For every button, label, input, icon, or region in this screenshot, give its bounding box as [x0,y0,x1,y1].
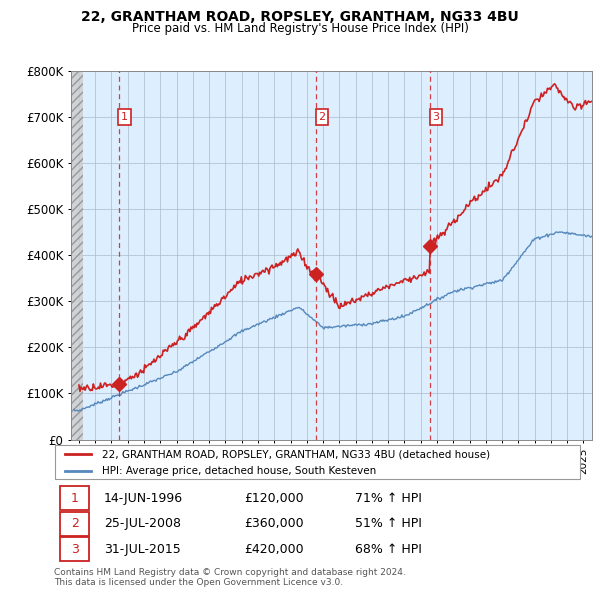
Text: 3: 3 [71,543,79,556]
Text: 22, GRANTHAM ROAD, ROPSLEY, GRANTHAM, NG33 4BU (detached house): 22, GRANTHAM ROAD, ROPSLEY, GRANTHAM, NG… [101,449,490,459]
Text: 2: 2 [71,517,79,530]
Text: 31-JUL-2015: 31-JUL-2015 [104,543,181,556]
Text: 22, GRANTHAM ROAD, ROPSLEY, GRANTHAM, NG33 4BU: 22, GRANTHAM ROAD, ROPSLEY, GRANTHAM, NG… [81,10,519,24]
Text: HPI: Average price, detached house, South Kesteven: HPI: Average price, detached house, Sout… [101,466,376,476]
Text: 68% ↑ HPI: 68% ↑ HPI [355,543,422,556]
Bar [71,71,83,440]
Text: 1: 1 [71,491,79,504]
Text: 2: 2 [319,112,325,122]
FancyBboxPatch shape [61,512,89,536]
FancyBboxPatch shape [55,445,580,480]
FancyBboxPatch shape [61,486,89,510]
Text: 25-JUL-2008: 25-JUL-2008 [104,517,181,530]
Text: 71% ↑ HPI: 71% ↑ HPI [355,491,422,504]
FancyBboxPatch shape [61,537,89,561]
Text: 51% ↑ HPI: 51% ↑ HPI [355,517,422,530]
Text: £420,000: £420,000 [244,543,304,556]
Text: Price paid vs. HM Land Registry's House Price Index (HPI): Price paid vs. HM Land Registry's House … [131,22,469,35]
Text: £360,000: £360,000 [244,517,304,530]
Text: £120,000: £120,000 [244,491,304,504]
Text: Contains HM Land Registry data © Crown copyright and database right 2024.
This d: Contains HM Land Registry data © Crown c… [54,568,406,587]
Text: 1: 1 [121,112,128,122]
Text: 14-JUN-1996: 14-JUN-1996 [104,491,183,504]
Text: 3: 3 [433,112,440,122]
